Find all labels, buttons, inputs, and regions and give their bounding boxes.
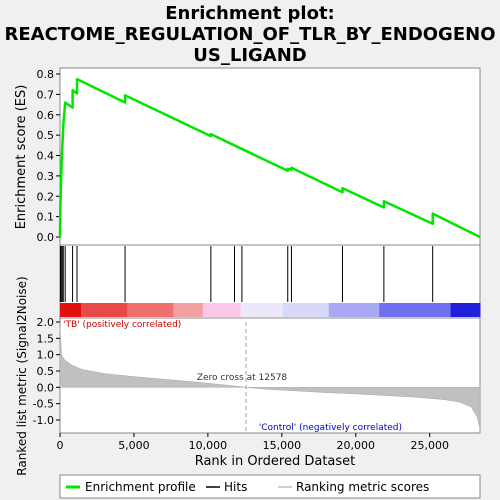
hit-markers — [59, 246, 434, 302]
es-panel — [59, 67, 481, 246]
x-tick-label: 10,000 — [189, 439, 228, 452]
rank-color-segment — [60, 303, 82, 317]
chart-title-line1: Enrichment plot: — [165, 3, 335, 24]
metric-tick-label: 1.5 — [37, 332, 55, 345]
x-tick-label: 5,000 — [118, 439, 150, 452]
es-y-axis-label: Enrichment score (ES) — [14, 85, 29, 230]
es-tick-label: 0.1 — [37, 211, 55, 224]
legend-label-enrichment: Enrichment profile — [85, 480, 196, 494]
es-y-ticks: 0.0 0.1 0.2 0.3 0.4 0.5 0.6 0.7 0.8 — [37, 68, 60, 244]
positive-correlation-label: 'TB' (positively correlated) — [63, 320, 181, 330]
es-tick-label: 0.2 — [37, 190, 55, 203]
x-tick-label: 20,000 — [337, 439, 376, 452]
rank-color-segment — [450, 303, 481, 317]
es-tick-label: 0.6 — [37, 109, 55, 122]
rank-color-segment — [173, 303, 204, 317]
rank-color-segment — [328, 303, 380, 317]
metric-tick-label: 0.0 — [37, 381, 55, 394]
rank-color-segment — [379, 303, 452, 317]
rank-color-bar — [60, 303, 481, 317]
rank-color-segment — [127, 303, 174, 317]
es-tick-label: 0.7 — [37, 88, 55, 101]
metric-y-ticks: 2.0 1.5 1.0 0.5 0.0 -0.5 -1.0 — [33, 316, 60, 427]
es-tick-label: 0.0 — [37, 231, 55, 244]
es-tick-label: 0.3 — [37, 170, 55, 183]
rank-color-segment — [202, 303, 242, 317]
metric-tick-label: 0.5 — [37, 365, 55, 378]
metric-tick-label: -0.5 — [33, 398, 54, 411]
negative-correlation-label: 'Control' (negatively correlated) — [259, 423, 402, 433]
es-tick-label: 0.5 — [37, 129, 55, 142]
metric-area-group — [59, 322, 481, 432]
ranking-metric-area — [59, 326, 481, 430]
metric-tick-label: 2.0 — [37, 316, 55, 329]
rank-color-segment — [282, 303, 330, 317]
zero-cross-label: Zero cross at 12578 — [197, 373, 288, 383]
x-axis-ticks: 0 5,000 10,000 15,000 20,000 25,000 — [57, 433, 449, 452]
legend-label-hits: Hits — [224, 480, 247, 494]
rank-color-segment — [240, 303, 284, 317]
metric-tick-label: -1.0 — [33, 414, 54, 427]
metric-panel — [59, 317, 481, 434]
chart-title-line3: US_LIGAND — [193, 45, 306, 66]
metric-tick-label: 1.0 — [37, 349, 55, 362]
x-tick-label: 15,000 — [263, 439, 302, 452]
x-axis-label: Rank in Ordered Dataset — [195, 454, 356, 469]
metric-y-axis-label: Ranked list metric (Signal2Noise) — [15, 276, 29, 475]
x-tick-label: 0 — [57, 439, 64, 452]
enrichment-profile-line — [58, 77, 481, 239]
rank-color-segment — [81, 303, 128, 317]
legend-box — [59, 474, 481, 499]
legend-label-metric: Ranking metric scores — [296, 480, 429, 494]
x-tick-label: 25,000 — [410, 439, 449, 452]
es-line-group — [58, 77, 481, 239]
chart-title-line2: REACTOME_REGULATION_OF_TLR_BY_ENDOGENO — [5, 24, 496, 45]
es-tick-label: 0.8 — [37, 68, 55, 81]
es-tick-label: 0.4 — [37, 150, 55, 163]
